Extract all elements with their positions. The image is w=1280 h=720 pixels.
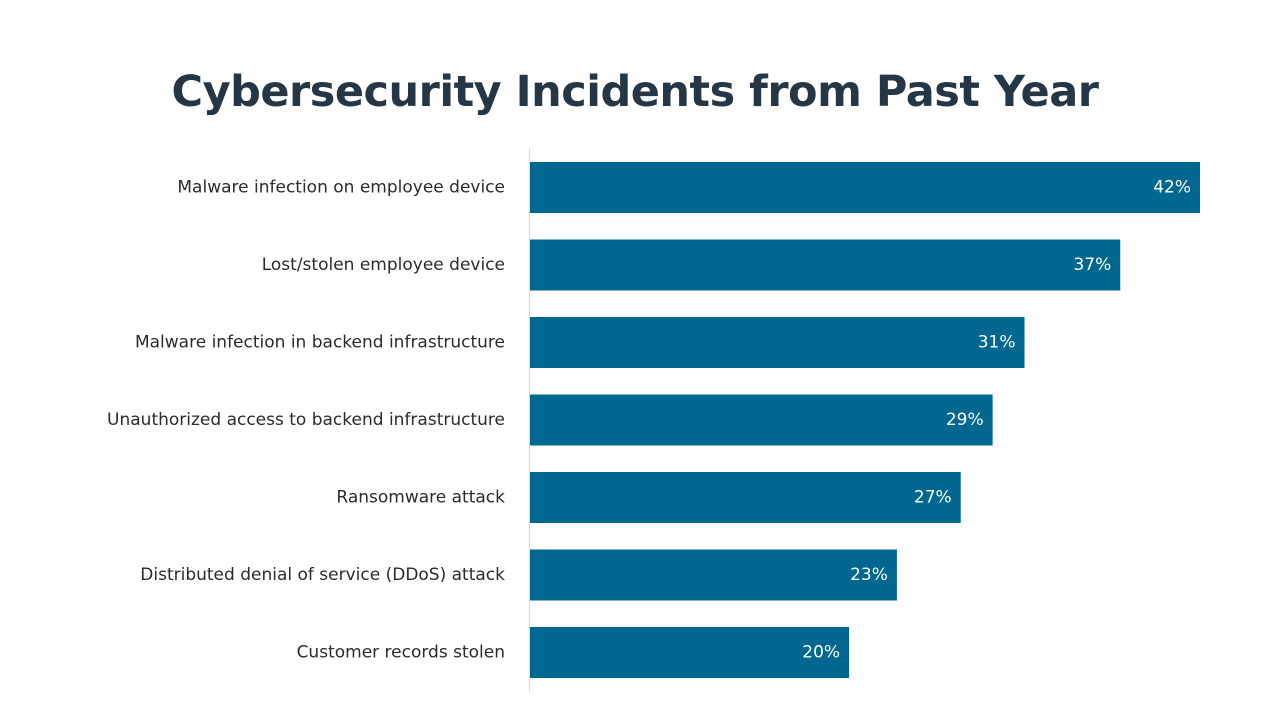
category-label: Distributed denial of service (DDoS) att… (140, 565, 505, 585)
bar-value-label: 27% (914, 488, 952, 508)
category-label: Customer records stolen (297, 643, 505, 663)
category-label: Unauthorized access to backend infrastru… (107, 410, 505, 430)
bar (530, 627, 850, 678)
category-label: Malware infection in backend infrastruct… (135, 333, 505, 353)
bar-value-label: 31% (978, 333, 1016, 353)
bar-value-label: 20% (802, 643, 840, 663)
bar (530, 317, 1025, 368)
category-label: Malware infection on employee device (177, 178, 505, 198)
category-label: Ransomware attack (336, 488, 505, 508)
bars-group (530, 162, 1200, 678)
bar-value-label: 29% (946, 410, 984, 430)
bar (530, 239, 1121, 291)
chart-title: Cybersecurity Incidents from Past Year (171, 67, 1099, 117)
bar (530, 394, 993, 446)
bar-value-label: 42% (1153, 178, 1191, 198)
bar (530, 162, 1200, 213)
bar (530, 549, 897, 601)
labels-group: 42% Malware infection on employee device 3… (107, 178, 1191, 663)
category-label: Lost/stolen employee device (262, 255, 505, 275)
bar-value-label: 37% (1073, 255, 1111, 275)
bar (530, 472, 961, 523)
bar-value-label: 23% (850, 565, 888, 585)
